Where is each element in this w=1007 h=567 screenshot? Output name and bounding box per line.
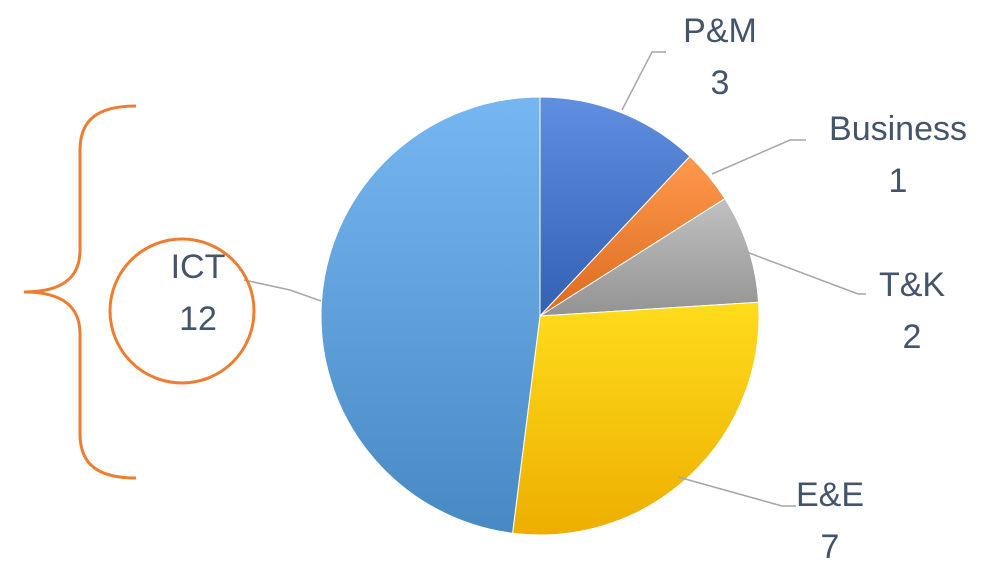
pie-slice-e-e (511, 301, 760, 536)
leader-lines (243, 51, 866, 507)
data-label-category: E&E (796, 476, 864, 514)
data-label-value: 3 (711, 64, 730, 102)
data-labels: P&M 3 Business 1 T&K 2 E&E 7 ICT 12 (171, 12, 967, 566)
leader-line-ict (243, 279, 322, 302)
data-label-category: ICT (171, 248, 226, 286)
pie-slices (320, 96, 760, 536)
data-label-e-e: E&E 7 (796, 476, 864, 566)
pie-slice-t-k (539, 197, 760, 317)
data-label-business: Business 1 (829, 110, 967, 200)
data-label-value: 12 (179, 300, 217, 338)
leader-line-p-m (621, 51, 666, 111)
data-label-ict: ICT 12 (171, 248, 226, 338)
leader-line-t-k (743, 250, 866, 295)
data-label-p-m: P&M 3 (683, 12, 757, 102)
pie-slice-p-m (539, 96, 691, 318)
data-label-category: P&M (683, 12, 757, 50)
annotation-circle (108, 237, 256, 385)
leader-line-e-e (677, 476, 796, 507)
data-label-value: 1 (889, 162, 908, 200)
annotation-brace (23, 104, 137, 480)
pie-slice-ict (320, 96, 541, 534)
data-label-category: T&K (879, 266, 945, 304)
data-label-value: 7 (821, 528, 840, 566)
leader-line-business (711, 139, 806, 175)
data-label-category: Business (829, 110, 967, 148)
data-label-value: 2 (903, 318, 922, 356)
data-label-t-k: T&K 2 (879, 266, 945, 356)
